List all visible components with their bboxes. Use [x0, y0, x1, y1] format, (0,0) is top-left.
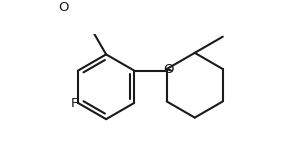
Text: F: F [71, 97, 78, 110]
Text: O: O [58, 1, 69, 14]
Text: O: O [164, 63, 174, 76]
